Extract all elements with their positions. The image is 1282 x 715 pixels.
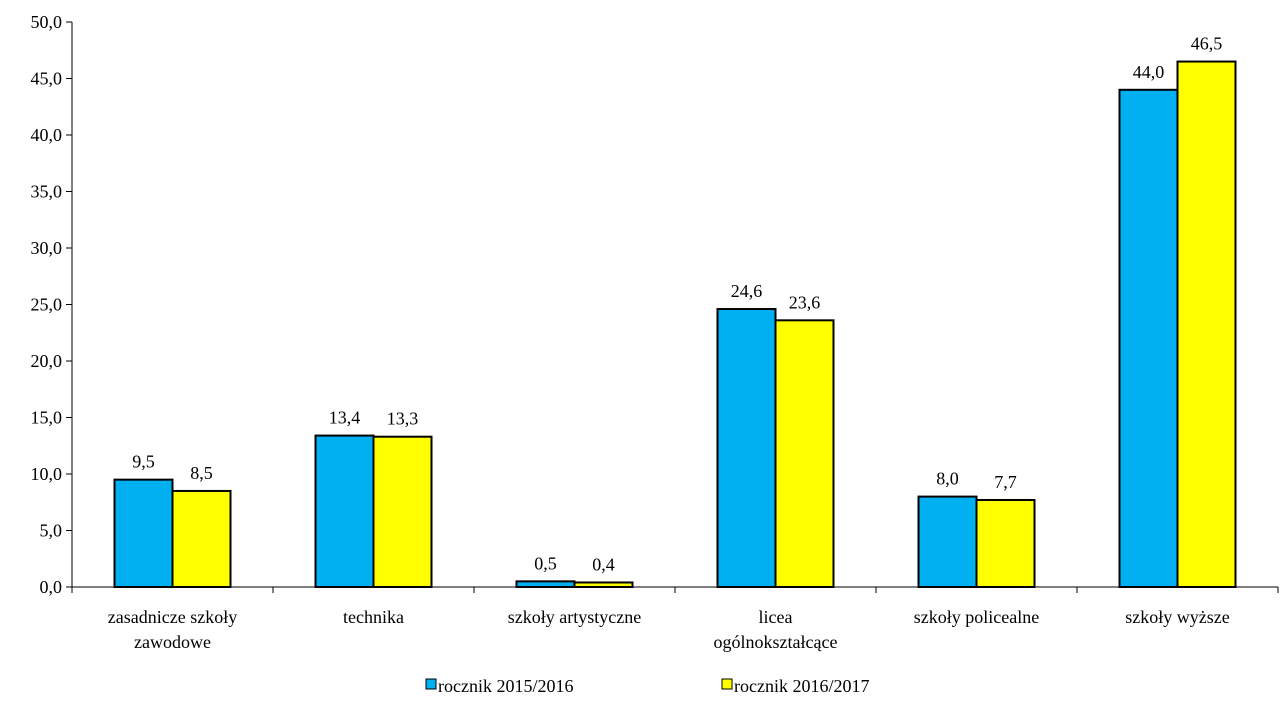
category-labels: zasadnicze szkoły zawodowe technika szkoły … bbox=[108, 607, 1230, 652]
y-tick-label: 15,0 bbox=[31, 408, 63, 428]
bar bbox=[975, 498, 1036, 588]
x-tick-label: szkoły policealne bbox=[914, 607, 1039, 627]
bar bbox=[917, 495, 978, 589]
y-tick-label: 20,0 bbox=[31, 351, 63, 371]
x-tick-label: licea bbox=[759, 607, 793, 627]
data-label: 7,7 bbox=[994, 472, 1017, 492]
x-tick-label: technika bbox=[343, 607, 404, 627]
bar bbox=[515, 580, 576, 588]
bar bbox=[314, 434, 375, 588]
y-tick-label: 0,0 bbox=[40, 577, 63, 597]
data-label: 46,5 bbox=[1191, 34, 1223, 54]
legend-swatch bbox=[721, 678, 733, 690]
y-tick-label: 25,0 bbox=[31, 295, 63, 315]
y-tick-label: 35,0 bbox=[31, 182, 63, 202]
y-tick-label: 50,0 bbox=[31, 12, 63, 32]
x-tick-label: szkoły wyższe bbox=[1125, 607, 1229, 627]
y-tick-label: 40,0 bbox=[31, 125, 63, 145]
bar bbox=[171, 489, 232, 589]
data-label: 0,5 bbox=[534, 553, 557, 573]
bar bbox=[774, 319, 835, 588]
data-label: 0,4 bbox=[592, 554, 615, 574]
x-tick-label: szkoły artystyczne bbox=[508, 607, 641, 627]
legend-swatch bbox=[425, 678, 437, 690]
legend-item: rocznik 2016/2017 bbox=[721, 676, 869, 696]
data-label: 24,6 bbox=[731, 281, 763, 301]
y-tick-label: 45,0 bbox=[31, 69, 63, 89]
bar bbox=[1118, 88, 1179, 589]
data-label: 9,5 bbox=[132, 452, 155, 472]
data-labels: 9,5 8,5 13,4 13,3 0,5 0,4 24,6 23,6 8,0 7,7 44,0 46… bbox=[132, 34, 1222, 575]
x-tick-label: zasadnicze szkoły bbox=[108, 607, 237, 627]
bar bbox=[1176, 60, 1237, 589]
bar bbox=[113, 478, 174, 588]
bars bbox=[113, 60, 1237, 589]
data-label: 23,6 bbox=[789, 292, 821, 312]
y-tick-label: 10,0 bbox=[31, 464, 63, 484]
data-label: 13,4 bbox=[329, 408, 361, 428]
bar bbox=[716, 308, 777, 588]
legend-item: rocznik 2015/2016 bbox=[425, 676, 573, 696]
legend-label: rocznik 2015/2016 bbox=[438, 676, 573, 696]
bar bbox=[573, 581, 634, 588]
data-label: 44,0 bbox=[1133, 62, 1165, 82]
y-tick-label: 30,0 bbox=[31, 238, 63, 258]
x-tick-label: zawodowe bbox=[134, 632, 211, 652]
legend: rocznik 2015/2016 rocznik 2016/2017 bbox=[425, 676, 869, 696]
data-label: 8,0 bbox=[936, 469, 959, 489]
data-label: 8,5 bbox=[190, 463, 213, 483]
legend-label: rocznik 2016/2017 bbox=[734, 676, 869, 696]
data-label: 13,3 bbox=[387, 409, 419, 429]
axes: 0,0 5,0 10,0 15,0 20,0 25,0 30,0 35,0 40,0 45,0 50… bbox=[31, 12, 1279, 597]
x-tick-label: ogólnokształcące bbox=[714, 632, 838, 652]
bar bbox=[372, 435, 433, 588]
y-tick-label: 5,0 bbox=[40, 521, 63, 541]
